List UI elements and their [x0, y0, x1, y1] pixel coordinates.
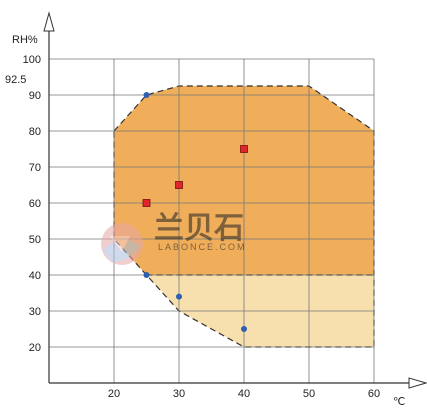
chart-grid: [49, 58, 375, 383]
point-square: [240, 145, 248, 153]
y-axis-arrow: [43, 11, 55, 32]
y-tick-label: 40: [29, 270, 41, 282]
point-square: [142, 199, 151, 207]
x-tick-label: 20: [108, 388, 120, 400]
y-tick-label-extra: 92.5: [5, 74, 26, 86]
watermark-brand-cn: 兰贝石: [154, 212, 244, 245]
watermark-logo: 兰贝石 LABONCE.COM: [101, 212, 247, 265]
x-axis-unit: ℃: [393, 396, 405, 408]
y-tick-label: 20: [29, 342, 41, 354]
point-square: [175, 181, 183, 189]
data-points: [142, 92, 248, 332]
point-circle: [143, 92, 150, 98]
y-tick-label: 80: [29, 126, 41, 138]
x-tick-label: 50: [303, 388, 315, 400]
y-tick-label: 70: [29, 162, 41, 174]
x-axis-arrow: [408, 377, 427, 389]
point-circle: [176, 293, 182, 300]
point-circle: [143, 272, 150, 278]
y-tick-label: 50: [29, 234, 41, 246]
y-axis-label: RH%: [12, 34, 38, 46]
tick-labels: 20 30 40 50 60 70 80 90 100 92.5 20 30 40 50 60: [5, 54, 380, 400]
y-tick-label: 100: [23, 54, 41, 66]
y-tick-label: 60: [29, 198, 41, 210]
x-tick-label: 60: [368, 388, 380, 400]
chart-axes: [43, 11, 427, 389]
x-tick-label: 40: [238, 388, 250, 400]
y-tick-label: 30: [29, 306, 41, 318]
x-tick-label: 30: [173, 388, 185, 400]
point-circle: [241, 326, 247, 332]
y-tick-label: 90: [29, 90, 41, 102]
watermark-brand-en: LABONCE.COM: [158, 242, 247, 252]
